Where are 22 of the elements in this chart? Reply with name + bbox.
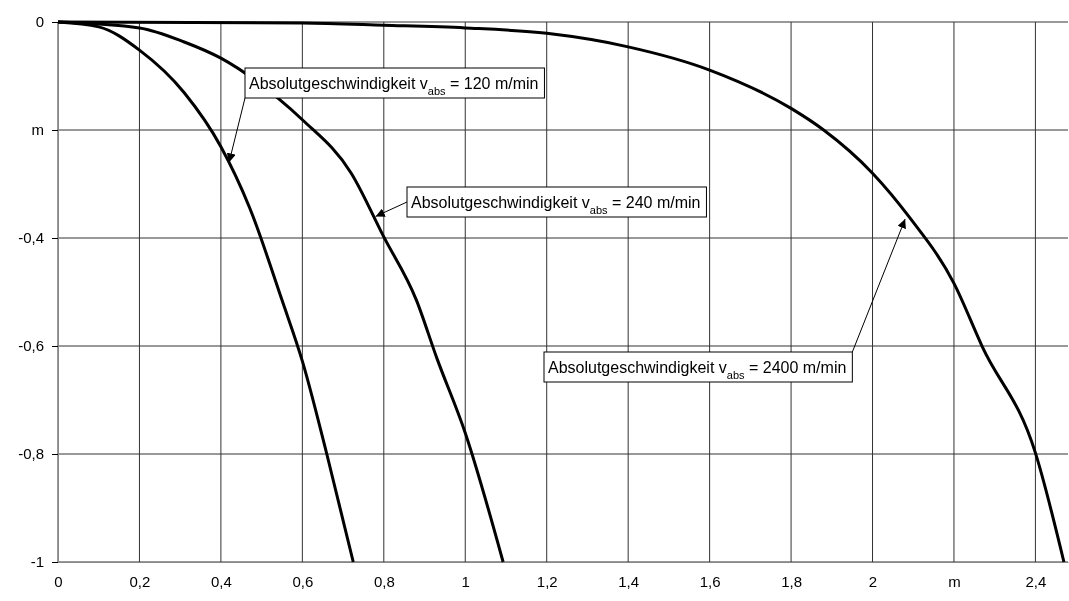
x-tick-label: 0,2	[129, 572, 151, 590]
annotation: Absolutgeschwindigkeit v$_{abs}$ = 240 m/min	[411, 194, 701, 216]
y-tick-label: -0,6	[18, 337, 44, 355]
x-tick-label: 1,4	[618, 572, 640, 590]
y-tick-label: -0,8	[18, 445, 44, 463]
x-tick-label: 0,6	[292, 572, 314, 590]
y-tick-label: -1	[30, 553, 44, 571]
x-tick-label: 1,2	[536, 572, 558, 590]
x-tick-label: 1	[461, 572, 470, 590]
y-tick-label: 0	[35, 13, 44, 31]
annotation: Absolutgeschwindigkeit v$_{abs}$ = 120 m/min	[249, 75, 539, 97]
y-tick-label: m	[31, 121, 44, 139]
y-tick-label: -0,4	[18, 229, 44, 247]
x-tick-label: m	[948, 572, 961, 590]
x-tick-label: 0,8	[373, 572, 395, 590]
x-tick-label: 1,8	[781, 572, 802, 590]
x-tick-label: 0,4	[210, 572, 232, 590]
x-tick-label: 1,6	[699, 572, 721, 590]
x-tick-label: 2,4	[1025, 572, 1047, 590]
x-tick-label: 0	[54, 572, 63, 590]
annotation: Absolutgeschwindigkeit v$_{abs}$ = 2400 m/min	[548, 359, 847, 381]
x-tick-label: 2	[868, 572, 878, 590]
